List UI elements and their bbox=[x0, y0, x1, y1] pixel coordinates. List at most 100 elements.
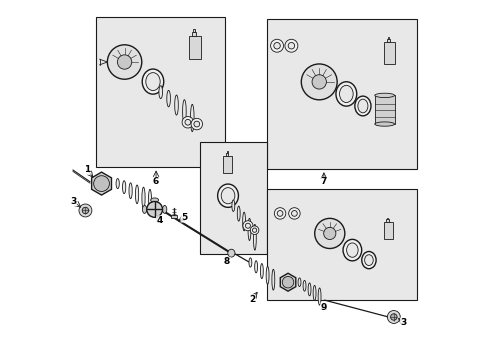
Bar bbox=[171, 215, 177, 219]
Bar bbox=[384, 222, 393, 239]
Bar bbox=[387, 40, 391, 42]
Ellipse shape bbox=[182, 117, 194, 128]
Ellipse shape bbox=[183, 100, 186, 123]
Bar bbox=[223, 156, 232, 174]
Polygon shape bbox=[280, 273, 296, 291]
Ellipse shape bbox=[135, 185, 139, 204]
Ellipse shape bbox=[375, 93, 394, 98]
Text: 5: 5 bbox=[181, 213, 187, 222]
Ellipse shape bbox=[191, 118, 202, 130]
Ellipse shape bbox=[365, 255, 373, 265]
Ellipse shape bbox=[277, 211, 283, 216]
Ellipse shape bbox=[318, 288, 321, 305]
Ellipse shape bbox=[358, 99, 368, 113]
Ellipse shape bbox=[274, 208, 286, 219]
Ellipse shape bbox=[245, 223, 250, 228]
Ellipse shape bbox=[237, 206, 240, 221]
Ellipse shape bbox=[255, 261, 258, 273]
Ellipse shape bbox=[221, 188, 235, 204]
Text: 7: 7 bbox=[321, 177, 327, 186]
Ellipse shape bbox=[343, 239, 362, 261]
Ellipse shape bbox=[129, 183, 132, 199]
Ellipse shape bbox=[346, 243, 358, 257]
Ellipse shape bbox=[243, 221, 253, 231]
Ellipse shape bbox=[185, 120, 191, 125]
Ellipse shape bbox=[194, 121, 199, 127]
Ellipse shape bbox=[253, 224, 256, 250]
Ellipse shape bbox=[288, 42, 294, 49]
Ellipse shape bbox=[142, 69, 164, 94]
Bar bbox=[193, 29, 195, 32]
Ellipse shape bbox=[218, 184, 239, 207]
Ellipse shape bbox=[252, 228, 257, 232]
Bar bbox=[96, 17, 225, 167]
Ellipse shape bbox=[249, 258, 252, 267]
Text: 9: 9 bbox=[321, 303, 327, 312]
Ellipse shape bbox=[315, 219, 345, 248]
Text: 3: 3 bbox=[400, 318, 407, 327]
Ellipse shape bbox=[243, 212, 245, 231]
Bar bbox=[189, 36, 200, 59]
Ellipse shape bbox=[391, 314, 397, 320]
Ellipse shape bbox=[270, 39, 284, 52]
Ellipse shape bbox=[163, 206, 167, 213]
Bar bbox=[388, 37, 390, 40]
Ellipse shape bbox=[260, 264, 263, 279]
Ellipse shape bbox=[301, 64, 337, 100]
Ellipse shape bbox=[274, 42, 280, 49]
Ellipse shape bbox=[248, 218, 251, 240]
Ellipse shape bbox=[308, 283, 311, 296]
Ellipse shape bbox=[324, 227, 336, 239]
Ellipse shape bbox=[292, 211, 297, 216]
Ellipse shape bbox=[388, 311, 400, 323]
Text: 1: 1 bbox=[84, 166, 90, 175]
Ellipse shape bbox=[362, 252, 376, 269]
Bar bbox=[192, 32, 196, 36]
Bar bbox=[387, 218, 388, 219]
Bar bbox=[384, 42, 395, 64]
Ellipse shape bbox=[159, 86, 163, 99]
Ellipse shape bbox=[228, 249, 235, 257]
Ellipse shape bbox=[272, 269, 275, 290]
Ellipse shape bbox=[232, 200, 235, 211]
Ellipse shape bbox=[266, 266, 269, 284]
Ellipse shape bbox=[147, 202, 163, 217]
Text: 8: 8 bbox=[224, 257, 230, 266]
Ellipse shape bbox=[336, 82, 357, 106]
Ellipse shape bbox=[148, 189, 151, 214]
Bar bbox=[200, 142, 267, 253]
Ellipse shape bbox=[340, 85, 353, 103]
Ellipse shape bbox=[312, 75, 326, 89]
Text: 2: 2 bbox=[249, 294, 255, 303]
Text: 3: 3 bbox=[71, 197, 77, 206]
Bar bbox=[226, 151, 228, 153]
Ellipse shape bbox=[298, 278, 301, 287]
Ellipse shape bbox=[107, 45, 142, 79]
Ellipse shape bbox=[375, 122, 394, 126]
Ellipse shape bbox=[79, 204, 92, 217]
Ellipse shape bbox=[146, 73, 160, 91]
Polygon shape bbox=[92, 172, 112, 195]
Bar bbox=[267, 19, 417, 169]
Ellipse shape bbox=[94, 176, 109, 192]
Ellipse shape bbox=[303, 280, 306, 291]
Ellipse shape bbox=[282, 276, 294, 288]
Ellipse shape bbox=[355, 96, 371, 116]
Bar bbox=[375, 95, 394, 124]
Ellipse shape bbox=[167, 90, 171, 107]
Bar bbox=[225, 153, 228, 156]
Ellipse shape bbox=[116, 179, 119, 189]
Ellipse shape bbox=[175, 95, 178, 115]
Ellipse shape bbox=[143, 206, 147, 213]
Ellipse shape bbox=[250, 226, 259, 234]
Ellipse shape bbox=[285, 39, 298, 52]
Text: 4: 4 bbox=[156, 216, 163, 225]
Bar bbox=[386, 219, 389, 222]
Ellipse shape bbox=[191, 104, 194, 132]
Ellipse shape bbox=[142, 187, 145, 209]
Ellipse shape bbox=[118, 55, 132, 69]
Ellipse shape bbox=[289, 208, 300, 219]
Ellipse shape bbox=[82, 207, 89, 214]
Ellipse shape bbox=[122, 181, 126, 194]
Ellipse shape bbox=[151, 198, 159, 202]
